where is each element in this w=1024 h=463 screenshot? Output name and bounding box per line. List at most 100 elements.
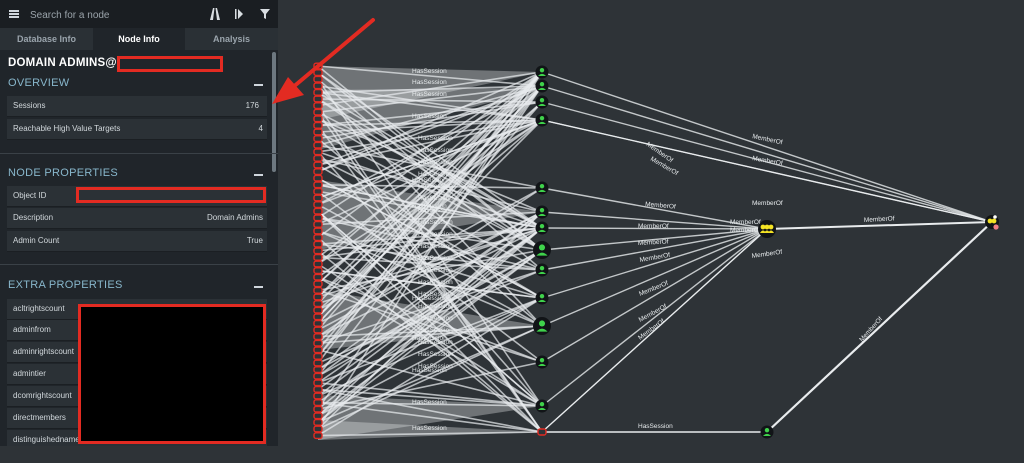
computer-node[interactable]: [313, 82, 323, 90]
extra-properties-heading[interactable]: EXTRA PROPERTIES: [8, 279, 123, 291]
computer-node[interactable]: [313, 359, 323, 367]
computer-node[interactable]: [313, 108, 323, 116]
computer-node[interactable]: [313, 260, 323, 268]
computer-node[interactable]: [313, 174, 323, 182]
overview-heading[interactable]: OVERVIEW: [8, 77, 70, 89]
collapse-extra-properties-icon[interactable]: [254, 286, 263, 288]
computer-node[interactable]: [313, 161, 323, 169]
edge-label: HasSession: [412, 79, 447, 86]
computer-node[interactable]: [313, 286, 323, 294]
computer-node[interactable]: [313, 319, 323, 327]
user-node[interactable]: [535, 263, 549, 277]
computer-node[interactable]: [313, 194, 323, 202]
computer-node[interactable]: [313, 352, 323, 360]
computer-node[interactable]: [313, 280, 323, 288]
user-node[interactable]: [535, 291, 549, 305]
computer-node[interactable]: [313, 372, 323, 380]
back-forward-icon[interactable]: [232, 6, 246, 22]
user-node[interactable]: [535, 399, 549, 413]
computer-node[interactable]: [313, 69, 323, 77]
computer-node[interactable]: [313, 313, 323, 321]
panel-scrollbar[interactable]: [272, 52, 276, 172]
computer-node[interactable]: [313, 234, 323, 242]
computer-node[interactable]: [313, 154, 323, 162]
computer-node[interactable]: [313, 135, 323, 143]
computer-node[interactable]: [313, 75, 323, 83]
computer-node[interactable]: [313, 220, 323, 228]
overview-row-high-value-targets[interactable]: Reachable High Value Targets 4: [7, 119, 267, 140]
search-input[interactable]: [28, 6, 202, 24]
computer-node[interactable]: [313, 405, 323, 413]
user-node[interactable]: [535, 181, 549, 195]
tab-analysis[interactable]: Analysis: [212, 34, 251, 44]
edge-label: HasSession: [418, 351, 453, 358]
edge-label: HasSession: [412, 113, 447, 120]
tab-node-info[interactable]: Node Info: [93, 28, 185, 50]
collapse-overview-icon[interactable]: [254, 84, 263, 86]
user-node[interactable]: [535, 79, 549, 93]
computer-node[interactable]: [313, 115, 323, 123]
computer-node[interactable]: [313, 339, 323, 347]
row-label: admintier: [13, 369, 46, 378]
computer-node[interactable]: [313, 88, 323, 96]
computer-node[interactable]: [313, 102, 323, 110]
computer-node[interactable]: [537, 428, 547, 436]
overview-row-sessions[interactable]: Sessions 176: [7, 96, 267, 117]
computer-node[interactable]: [313, 168, 323, 176]
computer-node[interactable]: [313, 418, 323, 426]
computer-node[interactable]: [313, 346, 323, 354]
computer-node[interactable]: [313, 333, 323, 341]
user-node[interactable]: [533, 241, 551, 259]
computer-node[interactable]: [313, 247, 323, 255]
filter-icon[interactable]: [258, 6, 272, 22]
computer-node[interactable]: [313, 432, 323, 440]
computer-node[interactable]: [313, 399, 323, 407]
path-icon[interactable]: [208, 6, 222, 22]
computer-node[interactable]: [313, 412, 323, 420]
computer-node[interactable]: [313, 267, 323, 275]
computer-node[interactable]: [313, 306, 323, 314]
computer-node[interactable]: [313, 141, 323, 149]
redaction-box-extra-values: [78, 304, 266, 444]
edge-member-of: [541, 119, 993, 223]
user-node[interactable]: [535, 95, 549, 109]
target-group-node[interactable]: [985, 215, 999, 230]
computer-node[interactable]: [313, 425, 323, 433]
computer-node[interactable]: [313, 366, 323, 374]
computer-node[interactable]: [313, 300, 323, 308]
user-node[interactable]: [535, 65, 549, 79]
menu-icon[interactable]: [9, 10, 19, 18]
computer-node[interactable]: [313, 207, 323, 215]
node-properties-heading[interactable]: NODE PROPERTIES: [8, 167, 119, 179]
user-node[interactable]: [533, 317, 551, 335]
computer-node[interactable]: [313, 121, 323, 129]
user-node[interactable]: [535, 221, 549, 235]
computer-node[interactable]: [313, 392, 323, 400]
computer-node[interactable]: [313, 240, 323, 248]
computer-node[interactable]: [313, 95, 323, 103]
edge-has-session: [317, 85, 543, 324]
computer-node[interactable]: [313, 227, 323, 235]
computer-node[interactable]: [313, 148, 323, 156]
computer-node[interactable]: [313, 128, 323, 136]
computer-node[interactable]: [313, 187, 323, 195]
user-node[interactable]: [760, 425, 774, 439]
computer-node[interactable]: [313, 385, 323, 393]
computer-node[interactable]: [313, 253, 323, 261]
user-node[interactable]: [535, 205, 549, 219]
computer-node[interactable]: [313, 201, 323, 209]
edge-has-session: [317, 71, 543, 265]
computer-node[interactable]: [313, 181, 323, 189]
computer-node[interactable]: [313, 326, 323, 334]
tab-database-info[interactable]: Database Info: [16, 34, 76, 44]
computer-node[interactable]: [313, 293, 323, 301]
edge-has-session: [317, 211, 543, 371]
computer-node[interactable]: [313, 62, 323, 70]
user-node[interactable]: [535, 355, 549, 369]
user-node[interactable]: [535, 113, 549, 127]
collapse-node-properties-icon[interactable]: [254, 174, 263, 176]
computer-node[interactable]: [313, 273, 323, 281]
group-node[interactable]: [758, 220, 776, 238]
computer-node[interactable]: [313, 214, 323, 222]
computer-node[interactable]: [313, 379, 323, 387]
